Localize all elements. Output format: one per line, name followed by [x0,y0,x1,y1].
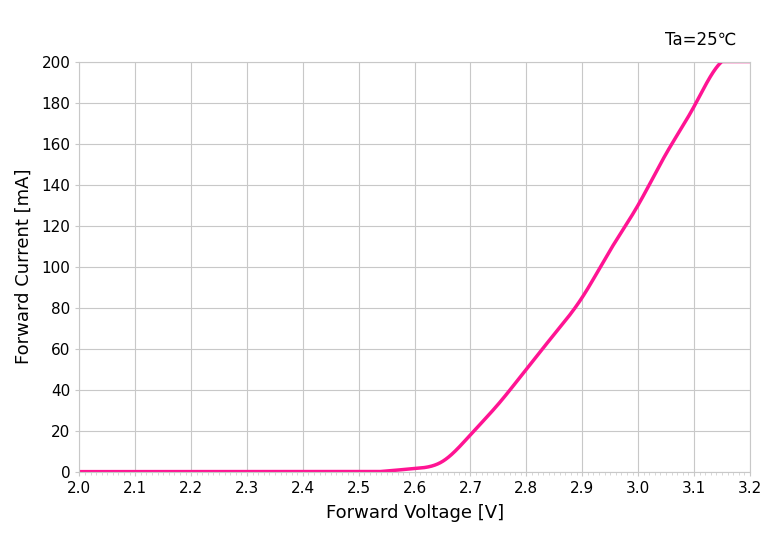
X-axis label: Forward Voltage [V]: Forward Voltage [V] [326,504,503,522]
Y-axis label: Forward Current [mA]: Forward Current [mA] [15,169,33,364]
Text: Ta=25℃: Ta=25℃ [665,31,737,49]
